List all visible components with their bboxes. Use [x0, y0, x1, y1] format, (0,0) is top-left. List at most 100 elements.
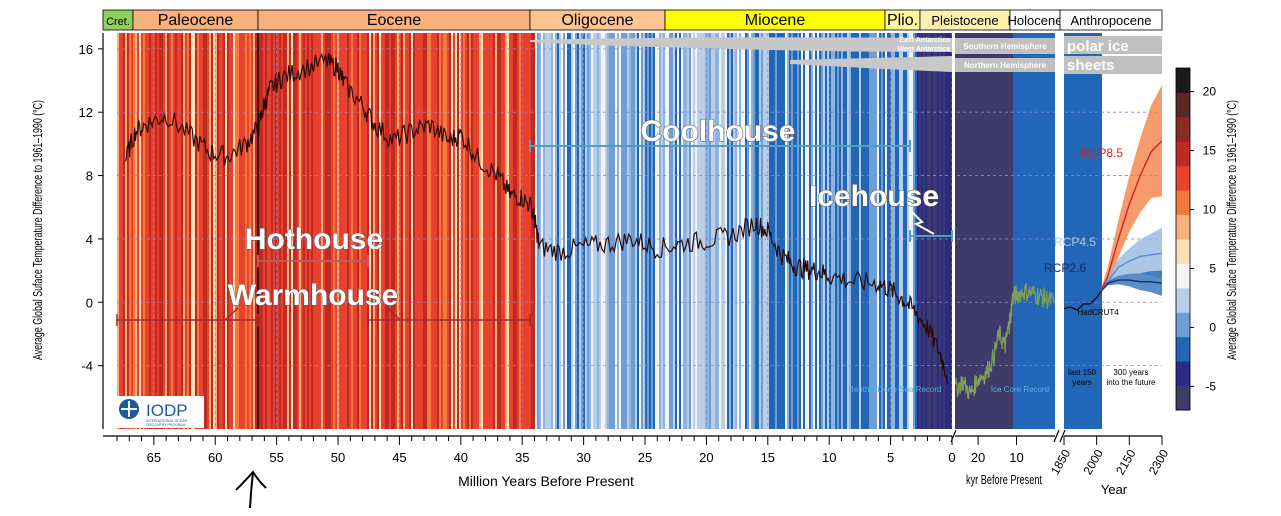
color-strip: [531, 33, 534, 429]
color-strip: [275, 33, 278, 429]
color-strip: [479, 33, 482, 429]
colorbar-swatch: [1176, 68, 1190, 93]
series-rcp85: [1099, 140, 1162, 294]
color-strip: [593, 33, 596, 429]
color-strip: [901, 33, 904, 429]
iodp-logo: IODP INTERNATIONAL OCEAN DISCOVERY PROGR…: [114, 396, 204, 428]
color-strip: [745, 33, 748, 429]
color-strip: [267, 33, 270, 429]
color-strip: [595, 33, 598, 429]
y-tick-label: 16: [79, 42, 93, 57]
color-strip: [585, 33, 588, 429]
color-strip: [329, 33, 332, 429]
color-strip: [333, 33, 336, 429]
colorbar-swatch: [1176, 385, 1190, 411]
color-strip: [287, 33, 290, 429]
series-ice-core: [955, 282, 1055, 400]
colorbar-swatch: [1176, 165, 1190, 191]
color-strip: [125, 33, 128, 429]
label-years-1: years: [1072, 378, 1092, 387]
color-strip: [369, 33, 372, 429]
color-strip: [495, 33, 498, 429]
color-strip: [151, 33, 154, 429]
color-strip: [677, 33, 680, 429]
color-strip: [199, 33, 202, 429]
series-rcp26: [1099, 279, 1162, 294]
color-strip: [709, 33, 712, 429]
color-strip: [567, 33, 570, 429]
color-strip: [303, 33, 306, 429]
color-strip: [943, 33, 946, 429]
label-into-future: into the future: [1107, 378, 1156, 387]
color-strip: [861, 33, 864, 429]
color-strip: [173, 33, 176, 429]
color-strip: [621, 33, 624, 429]
label-ice-core-record: Ice Core Record: [991, 385, 1049, 394]
color-strip: [573, 33, 576, 429]
y-tick-label: 4: [86, 232, 93, 247]
color-strip: [561, 33, 564, 429]
color-strip: [399, 33, 402, 429]
label-hadcrut4: HadCRUT4: [1077, 308, 1119, 317]
color-strip: [145, 33, 148, 429]
color-strip: [243, 33, 246, 429]
epoch-anthropocene: [1059, 9, 1163, 31]
color-strip: [849, 33, 852, 429]
epoch-bar: Cret. Paleocene Eocene Oligocene Miocene Plio…: [102, 9, 1163, 31]
color-strip: [457, 33, 460, 429]
color-strip: [425, 33, 428, 429]
color-strip: [545, 33, 548, 429]
color-strip: [855, 33, 858, 429]
color-strip: [503, 33, 506, 429]
epoch-label: Anthropocene: [1071, 13, 1152, 28]
color-strip: [177, 33, 180, 429]
color-strip: [681, 33, 684, 429]
epoch-label: Oligocene: [561, 12, 633, 29]
color-strip: [671, 33, 674, 429]
color-strip: [807, 33, 810, 429]
color-strip: [639, 33, 642, 429]
color-strip: [947, 33, 950, 429]
color-strip: [789, 33, 792, 429]
label-300-years: 300 years: [1113, 368, 1148, 377]
color-strip: [225, 33, 228, 429]
epoch-label: Pleistocene: [931, 13, 998, 28]
color-strip: [149, 33, 152, 429]
temperature-color-strips: [117, 33, 1102, 429]
color-strip: [797, 33, 800, 429]
color-strip: [315, 33, 318, 429]
color-strip: [171, 33, 174, 429]
color-strip: [417, 33, 420, 429]
color-strip: [917, 33, 920, 429]
x-tick-label: 30: [576, 450, 590, 465]
color-strip: [643, 33, 646, 429]
color-strip: [511, 33, 514, 429]
color-strip: [179, 33, 182, 429]
color-strip: [739, 33, 742, 429]
color-strip: [579, 33, 582, 429]
color-strip: [209, 33, 212, 429]
x-tick-label: 20: [971, 450, 985, 465]
color-strip: [483, 33, 486, 429]
series-rcp45: [1099, 252, 1162, 294]
color-strip: [393, 33, 396, 429]
color-strip: [535, 33, 538, 429]
color-strip: [507, 33, 510, 429]
color-strip: [547, 33, 550, 429]
grid-lines: [117, 33, 1162, 429]
color-strip: [665, 33, 668, 429]
x-tick-label: 45: [392, 450, 406, 465]
color-strip: [549, 33, 552, 429]
label-rcp85: RCP8.5: [1081, 146, 1123, 160]
color-strip: [711, 33, 714, 429]
color-strip: [327, 33, 330, 429]
colorbar-swatch: [1176, 336, 1190, 362]
color-strip: [821, 33, 824, 429]
color-strip: [683, 33, 686, 429]
color-strip: [913, 33, 916, 429]
color-strip: [375, 33, 378, 429]
colorbar-tick-label: 10: [1203, 203, 1217, 217]
color-strip: [245, 33, 248, 429]
color-strip: [235, 33, 238, 429]
